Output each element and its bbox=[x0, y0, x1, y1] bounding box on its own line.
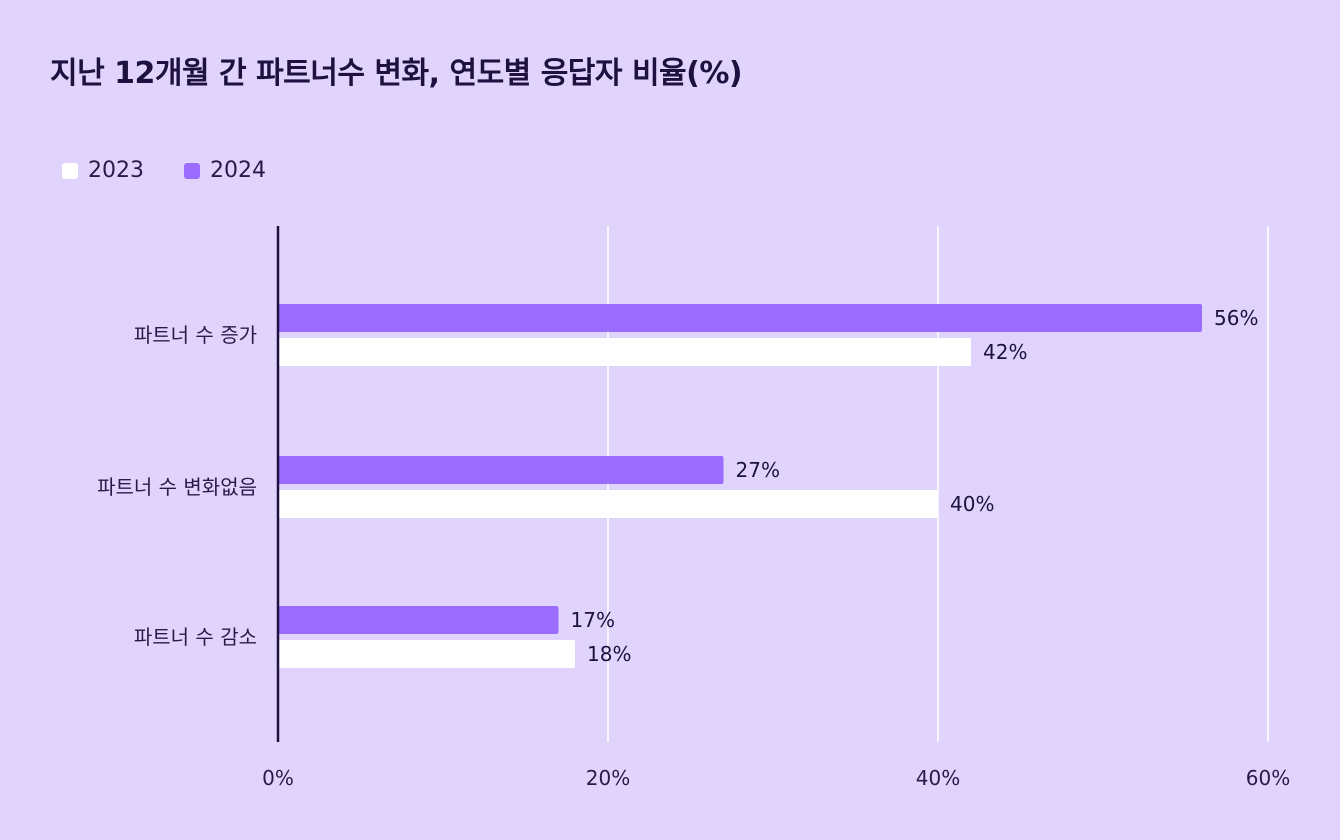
bar-2024-1 bbox=[278, 456, 724, 484]
legend-label-2023: 2023 bbox=[88, 158, 144, 183]
data-label-2023-0: 42% bbox=[983, 340, 1027, 364]
bar-2023-1 bbox=[278, 490, 938, 518]
bar-2023-2 bbox=[278, 640, 575, 668]
data-label-2023-2: 18% bbox=[587, 642, 631, 666]
x-tick-label-60: 60% bbox=[1246, 766, 1290, 790]
legend-item-2023: 2023 bbox=[62, 158, 144, 183]
legend-item-2024: 2024 bbox=[184, 158, 266, 183]
data-label-2023-1: 40% bbox=[950, 492, 994, 516]
x-tick-label-40: 40% bbox=[916, 766, 960, 790]
legend-swatch-2023 bbox=[62, 162, 78, 179]
bar-2024-2 bbox=[278, 606, 559, 634]
category-label-1: 파트너 수 변화없음 bbox=[97, 475, 257, 499]
legend-label-2024: 2024 bbox=[210, 158, 266, 183]
x-tick-label-20: 20% bbox=[586, 766, 630, 790]
category-label-0: 파트너 수 증가 bbox=[134, 323, 257, 347]
data-label-2024-2: 17% bbox=[571, 608, 615, 632]
bar-2024-0 bbox=[278, 304, 1202, 332]
bar-2023-0 bbox=[278, 338, 971, 366]
category-label-2: 파트너 수 감소 bbox=[134, 625, 257, 649]
legend: 2023 2024 bbox=[62, 158, 266, 183]
x-tick-label-0: 0% bbox=[262, 766, 294, 790]
legend-swatch-2024 bbox=[184, 162, 200, 179]
chart-title: 지난 12개월 간 파트너수 변화, 연도별 응답자 비율(%) bbox=[50, 56, 743, 91]
data-label-2024-1: 27% bbox=[736, 458, 780, 482]
data-label-2024-0: 56% bbox=[1214, 306, 1258, 330]
